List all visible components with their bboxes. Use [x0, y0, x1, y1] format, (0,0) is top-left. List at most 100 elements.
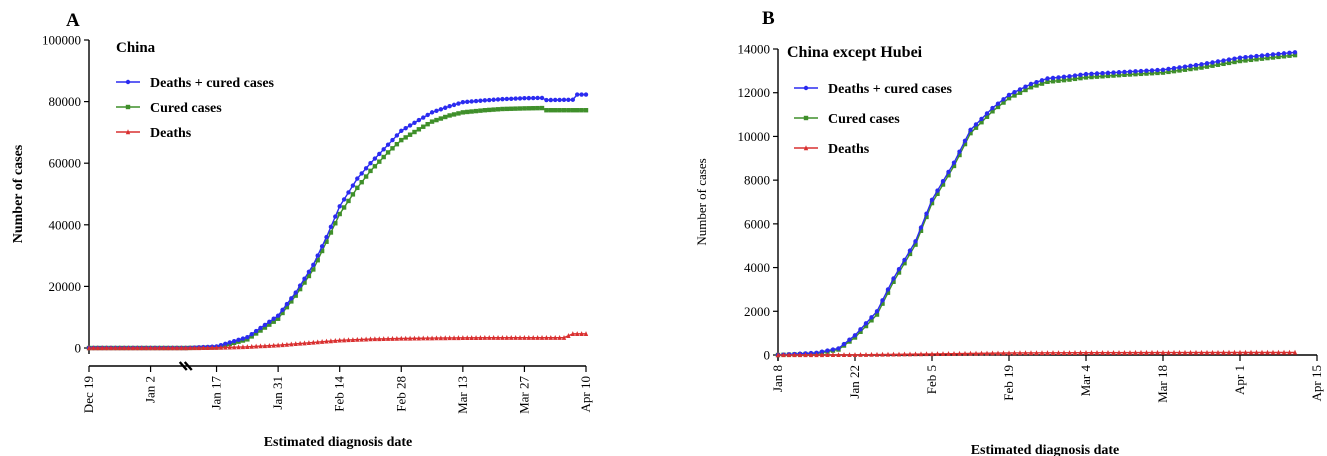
marker-triangle	[465, 335, 470, 341]
marker-square	[1133, 71, 1138, 77]
marker-circle	[1276, 51, 1281, 57]
marker-square	[1023, 87, 1028, 93]
marker-circle	[1171, 66, 1177, 71]
marker-square	[885, 290, 891, 295]
marker-triangle	[1171, 349, 1177, 355]
marker-circle	[1254, 53, 1259, 59]
marker-circle	[487, 97, 492, 103]
marker-triangle	[951, 350, 957, 356]
marker-square	[990, 109, 995, 114]
marker-triangle	[434, 335, 439, 341]
marker-circle	[267, 319, 272, 325]
marker-circle	[517, 96, 523, 101]
marker-circle	[1204, 61, 1210, 66]
marker-triangle	[509, 334, 514, 340]
marker-circle	[1078, 72, 1083, 78]
marker-square	[267, 322, 272, 327]
marker-triangle	[1226, 349, 1232, 355]
x-tick-label: Jan 31	[270, 376, 285, 410]
marker-triangle	[214, 344, 219, 350]
marker-square	[1100, 74, 1105, 79]
marker-triangle	[1199, 349, 1204, 355]
marker-square	[531, 106, 536, 111]
marker-circle	[929, 197, 935, 203]
marker-square	[363, 174, 369, 179]
marker-triangle	[808, 352, 814, 358]
marker-square	[1039, 81, 1045, 86]
marker-square	[359, 179, 364, 185]
marker-triangle	[553, 334, 558, 340]
marker-triangle	[803, 145, 809, 151]
marker-triangle	[526, 334, 532, 340]
marker-triangle	[262, 343, 268, 349]
marker-square	[1017, 90, 1023, 95]
marker-triangle	[1105, 349, 1111, 355]
marker-circle	[553, 97, 558, 103]
marker-square	[434, 117, 439, 123]
marker-triangle	[117, 345, 122, 351]
marker-square	[460, 110, 466, 115]
marker-circle	[885, 287, 891, 292]
marker-triangle	[104, 345, 109, 351]
marker-square	[1243, 58, 1248, 63]
marker-square	[407, 132, 413, 137]
marker-triangle	[152, 345, 158, 351]
marker-circle	[500, 96, 505, 102]
marker-circle	[1094, 71, 1100, 76]
marker-triangle	[940, 351, 946, 356]
marker-triangle	[907, 351, 913, 357]
marker-triangle	[209, 345, 215, 350]
marker-circle	[1056, 75, 1061, 80]
marker-circle	[359, 171, 364, 176]
marker-circle	[984, 111, 990, 116]
marker-triangle	[1012, 350, 1017, 356]
marker-square	[399, 137, 404, 143]
marker-square	[575, 108, 580, 113]
chart-a: 0 20000 40000 60000 80000 100000 Dec 19 Jan 2 Ja…	[11, 33, 593, 451]
marker-square	[973, 125, 979, 130]
marker-triangle	[852, 352, 858, 357]
marker-triangle	[1276, 349, 1281, 355]
marker-triangle	[421, 335, 426, 341]
marker-triangle	[918, 351, 924, 357]
marker-square	[1265, 55, 1270, 61]
marker-square	[1160, 70, 1166, 75]
y-tick-label: 0	[75, 341, 82, 356]
marker-circle	[403, 125, 408, 131]
marker-triangle	[962, 350, 968, 356]
marker-triangle	[517, 334, 523, 340]
marker-square	[517, 106, 523, 111]
marker-triangle	[896, 351, 902, 357]
marker-circle	[280, 307, 285, 313]
marker-triangle	[231, 344, 237, 350]
marker-triangle	[929, 351, 935, 357]
marker-triangle	[1083, 350, 1089, 355]
marker-circle	[995, 101, 1001, 106]
marker-square	[394, 142, 400, 147]
axis-break-mark	[183, 361, 193, 371]
marker-square	[858, 329, 863, 334]
marker-circle	[275, 313, 281, 318]
marker-square	[258, 328, 263, 333]
marker-square	[1149, 71, 1155, 76]
marker-triangle	[377, 336, 382, 342]
marker-square	[456, 111, 461, 116]
marker-square	[1232, 59, 1237, 65]
marker-circle	[262, 322, 268, 328]
panel-label: B	[762, 8, 775, 29]
marker-circle	[1281, 51, 1287, 56]
marker-circle	[1001, 97, 1006, 102]
marker-triangle	[1193, 349, 1199, 355]
marker-square	[1254, 57, 1259, 62]
marker-square	[451, 112, 457, 117]
marker-square	[429, 119, 435, 124]
marker-circle	[227, 340, 232, 345]
marker-square	[1182, 67, 1188, 72]
marker-triangle	[797, 352, 803, 358]
marker-circle	[522, 96, 527, 101]
chart-title: China	[116, 40, 156, 56]
marker-triangle	[478, 335, 483, 340]
marker-triangle	[1089, 349, 1094, 355]
marker-circle	[125, 79, 131, 85]
marker-triangle	[293, 341, 298, 347]
